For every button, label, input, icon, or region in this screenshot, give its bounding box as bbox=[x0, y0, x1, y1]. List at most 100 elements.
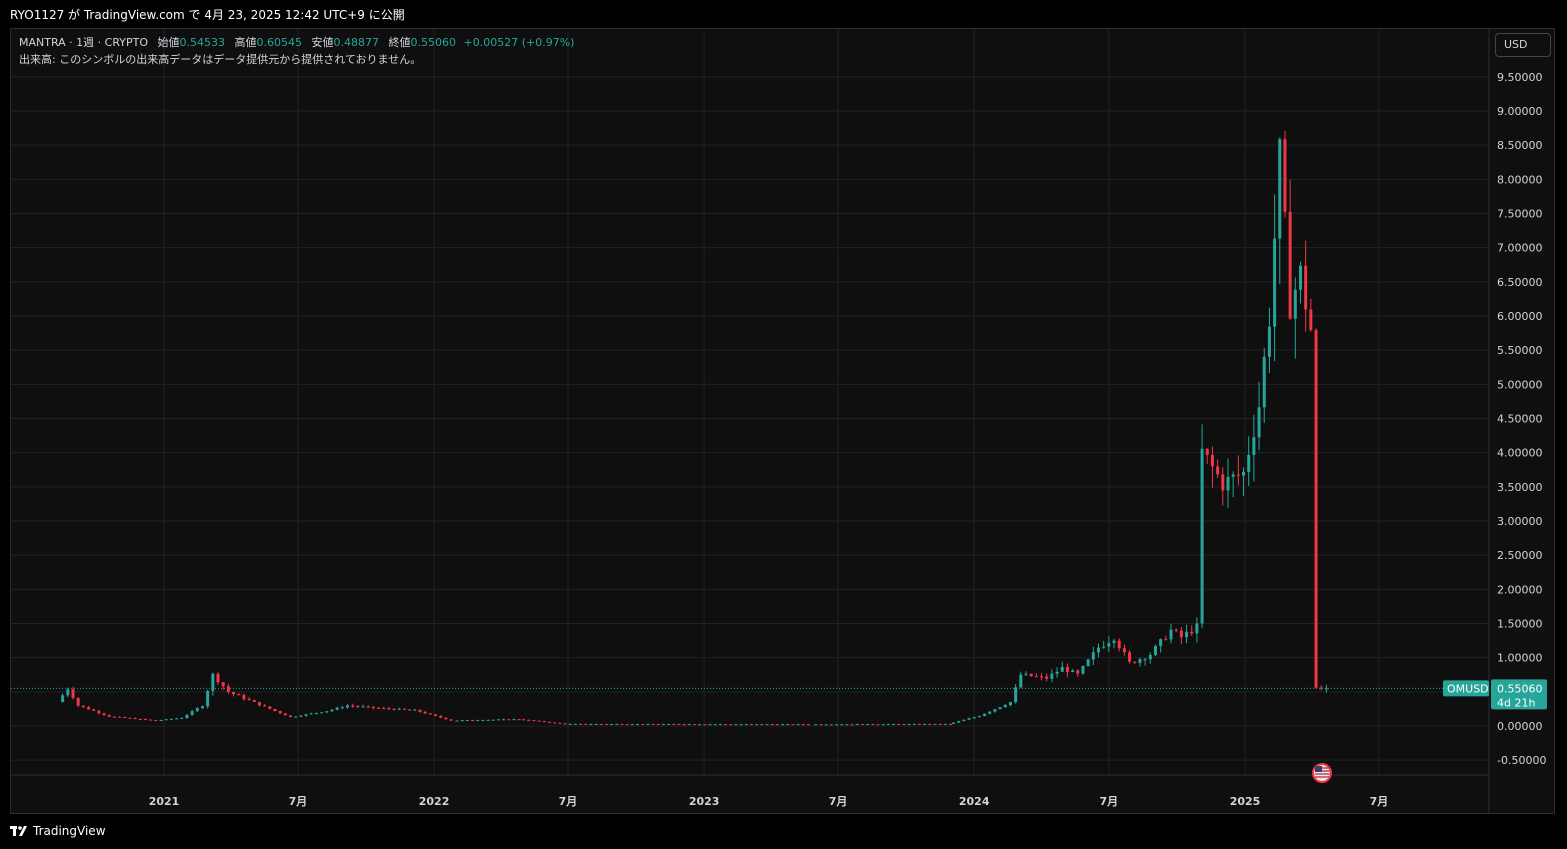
currency-button[interactable]: USD bbox=[1495, 33, 1551, 57]
candle-body bbox=[573, 723, 577, 725]
candle-body bbox=[1107, 643, 1111, 647]
candle-body bbox=[71, 689, 75, 698]
candle-body bbox=[361, 706, 365, 708]
candle-body bbox=[636, 724, 640, 726]
candle-body bbox=[943, 723, 947, 725]
candle-body bbox=[1112, 640, 1116, 644]
price-chart[interactable]: 2021 7月 2022 7月 2023 7月 2024 7月 2025 7月 -0.50000 0… bbox=[11, 29, 1555, 814]
legend-close-value: 0.55060 bbox=[410, 36, 457, 49]
candle-body bbox=[1195, 623, 1199, 634]
candle-body bbox=[630, 724, 634, 726]
candle-body bbox=[646, 723, 650, 725]
x-tick-label: 2024 bbox=[959, 795, 990, 808]
candle-body bbox=[263, 705, 267, 707]
grid-lines bbox=[11, 29, 1489, 775]
candle-body bbox=[962, 719, 966, 722]
candle-body bbox=[775, 724, 779, 726]
candle-body bbox=[1045, 676, 1049, 679]
candle-body bbox=[257, 701, 261, 706]
candle-body bbox=[542, 721, 546, 723]
candle-body bbox=[164, 719, 168, 721]
candle-body bbox=[118, 716, 122, 718]
candle-body bbox=[1190, 631, 1194, 634]
candle-body bbox=[1164, 639, 1168, 641]
candle-body bbox=[211, 673, 215, 691]
chart-legend: MANTRA · 1週 · CRYPTO 始値0.54533 高値0.60545… bbox=[19, 35, 574, 51]
candle-body bbox=[112, 716, 116, 718]
us-flag-icon[interactable] bbox=[1312, 763, 1332, 783]
candle-body bbox=[325, 711, 329, 713]
candle-body bbox=[309, 713, 313, 715]
candle-body bbox=[471, 720, 475, 722]
candle-body bbox=[507, 719, 511, 721]
candle-body bbox=[563, 723, 567, 725]
legend-symbol[interactable]: MANTRA · 1週 · CRYPTO bbox=[19, 36, 149, 49]
candle-body bbox=[1314, 330, 1318, 688]
candle-body bbox=[185, 714, 189, 718]
candle-body bbox=[1304, 265, 1308, 310]
price-tags: OMUSD 0.55060 4d 21h bbox=[1443, 679, 1547, 710]
candle-body bbox=[967, 718, 971, 720]
candle-body bbox=[1319, 687, 1323, 689]
candle-body bbox=[907, 723, 911, 725]
chart-panel[interactable]: 2021 7月 2022 7月 2023 7月 2024 7月 2025 7月 -0.50000 0… bbox=[10, 28, 1555, 814]
candle-body bbox=[133, 718, 137, 720]
candle-body bbox=[1076, 670, 1080, 674]
candle-body bbox=[1309, 309, 1313, 331]
footer-brand: TradingView bbox=[33, 824, 106, 838]
candle-body bbox=[195, 708, 199, 712]
candle-body bbox=[829, 724, 833, 726]
candle-body bbox=[128, 717, 132, 719]
candle-body bbox=[330, 709, 334, 712]
candle-body bbox=[1231, 474, 1235, 477]
candle-body bbox=[102, 713, 106, 715]
y-tick-label: 4.00000 bbox=[1497, 447, 1543, 460]
candle-body bbox=[517, 719, 521, 721]
publish-info: RYO1127 が TradingView.com で 4月 23, 2025 … bbox=[10, 8, 405, 22]
volume-note: 出来高: このシンボルの出来高データはデータ提供元から提供されておりません。 bbox=[19, 53, 422, 66]
candle-body bbox=[1200, 448, 1204, 624]
candle-body bbox=[667, 723, 671, 725]
candle-body bbox=[299, 715, 303, 717]
candle-body bbox=[791, 724, 795, 726]
candle-body bbox=[1086, 659, 1090, 666]
candle-body bbox=[335, 707, 339, 710]
last-price-label: 0.55060 bbox=[1497, 682, 1543, 695]
candle-body bbox=[1128, 652, 1132, 662]
candle-body bbox=[1117, 640, 1121, 649]
candle-body bbox=[402, 708, 406, 710]
candle-body bbox=[1159, 639, 1163, 646]
candle-body bbox=[860, 724, 864, 726]
candle-body bbox=[1034, 676, 1038, 678]
candle-body bbox=[351, 705, 355, 707]
candle-body bbox=[786, 724, 790, 726]
y-tick-label: 5.50000 bbox=[1497, 344, 1543, 357]
candle-body bbox=[175, 718, 179, 720]
candle-body bbox=[216, 673, 220, 683]
candle-body bbox=[886, 724, 890, 726]
candle-body bbox=[320, 712, 324, 714]
candle-body bbox=[957, 721, 961, 723]
candle-body bbox=[1283, 139, 1287, 212]
tradingview-logo[interactable]: TradingView bbox=[10, 824, 106, 838]
candle-body bbox=[423, 711, 427, 714]
candle-body bbox=[1267, 326, 1271, 357]
candle-body bbox=[651, 723, 655, 725]
candle-body bbox=[496, 719, 500, 721]
candle-body bbox=[455, 720, 459, 722]
candle-body bbox=[460, 720, 464, 722]
candle-body bbox=[672, 723, 676, 725]
legend-close-label: 終値 bbox=[388, 36, 411, 49]
candle-body bbox=[983, 713, 987, 717]
candle-body bbox=[226, 686, 230, 692]
candle-body bbox=[154, 720, 158, 722]
candle-body bbox=[568, 723, 572, 725]
candle-body bbox=[1247, 454, 1251, 472]
candle-body bbox=[1138, 659, 1142, 663]
candle-body bbox=[200, 706, 204, 709]
candle-body bbox=[1216, 466, 1220, 475]
y-tick-label: 3.50000 bbox=[1497, 481, 1543, 494]
candle-body bbox=[537, 720, 541, 722]
candle-body bbox=[661, 724, 665, 726]
candle-body bbox=[481, 720, 485, 722]
